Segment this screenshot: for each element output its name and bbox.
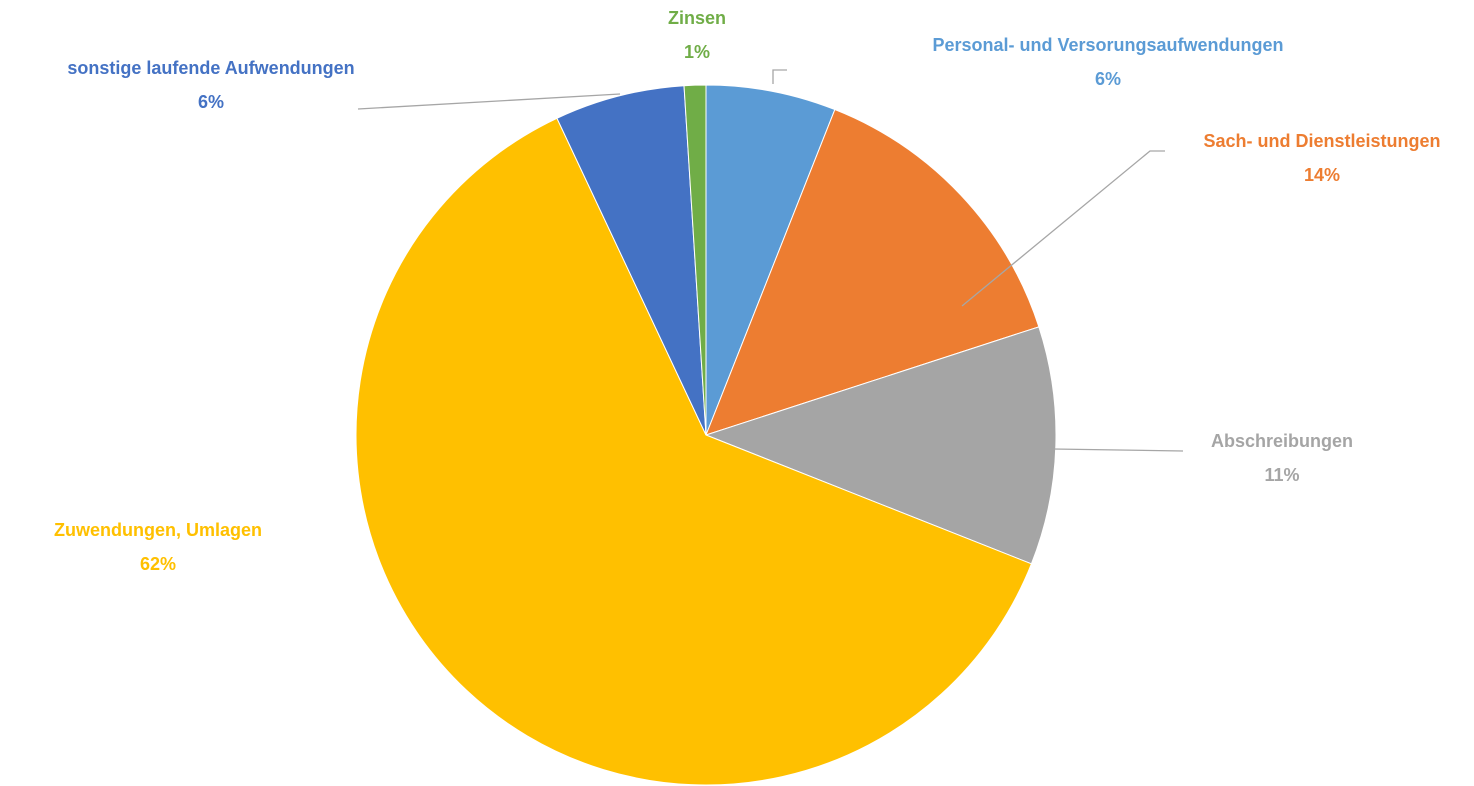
pie-slice bbox=[556, 85, 707, 436]
slice-label: Sach- und Dienstleistungen bbox=[1203, 131, 1440, 151]
slice-value-label: 6% bbox=[198, 92, 224, 112]
slice-label: Zuwendungen, Umlagen bbox=[54, 520, 262, 540]
leader-line bbox=[357, 93, 621, 110]
leader-line bbox=[961, 150, 1165, 307]
pie-slice bbox=[355, 117, 1033, 786]
slice-label: Personal- und Versorungsaufwendungen bbox=[932, 35, 1283, 55]
slice-value-label: 11% bbox=[1264, 465, 1299, 485]
slice-value-label: 14% bbox=[1304, 165, 1340, 185]
slice-value-label: 1% bbox=[684, 42, 710, 62]
slice-label: sonstige laufende Aufwendungen bbox=[67, 58, 354, 78]
pie-slice bbox=[705, 84, 836, 436]
pie-slice bbox=[683, 84, 707, 436]
pie-slice bbox=[704, 326, 1057, 565]
leader-line bbox=[772, 69, 787, 84]
leader-line bbox=[1052, 448, 1184, 452]
slice-label: Zinsen bbox=[668, 8, 726, 28]
slice-value-label: 62% bbox=[140, 554, 176, 574]
slice-label: Abschreibungen bbox=[1211, 431, 1353, 451]
slice-value-label: 6% bbox=[1095, 69, 1121, 89]
